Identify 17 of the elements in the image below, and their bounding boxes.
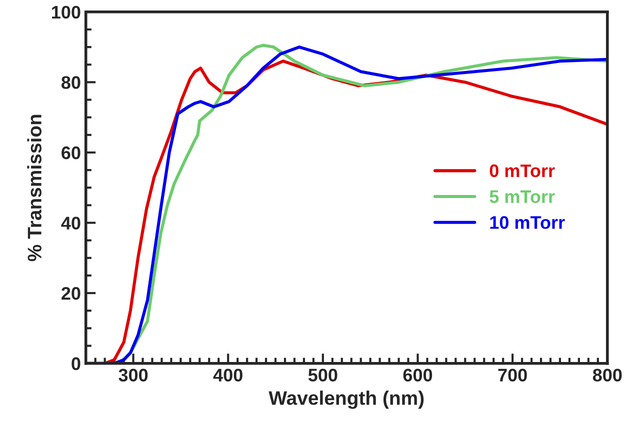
legend-label: 5 mTorr: [490, 190, 555, 204]
x-tick-label: 800: [592, 368, 622, 382]
y-tick-label: 100: [52, 6, 80, 19]
x-tick-label: 600: [403, 368, 432, 382]
y-tick-label: 40: [61, 216, 80, 230]
x-tick-label: 300: [118, 368, 148, 382]
legend-label: 0 mTorr: [490, 164, 555, 178]
y-axis-title: % Transmission: [27, 114, 42, 262]
x-tick-label: 700: [498, 368, 527, 382]
x-axis-title: Wavelength (nm): [268, 390, 424, 409]
y-tick-label: 80: [61, 76, 80, 89]
x-tick-label: 500: [308, 368, 338, 382]
y-tick-label: 60: [62, 146, 80, 160]
y-tick-label: 20: [62, 287, 80, 300]
y-tick-label: 0: [72, 357, 80, 370]
legend-label: 10 mTorr: [490, 216, 565, 229]
x-tick-label: 400: [213, 368, 242, 382]
